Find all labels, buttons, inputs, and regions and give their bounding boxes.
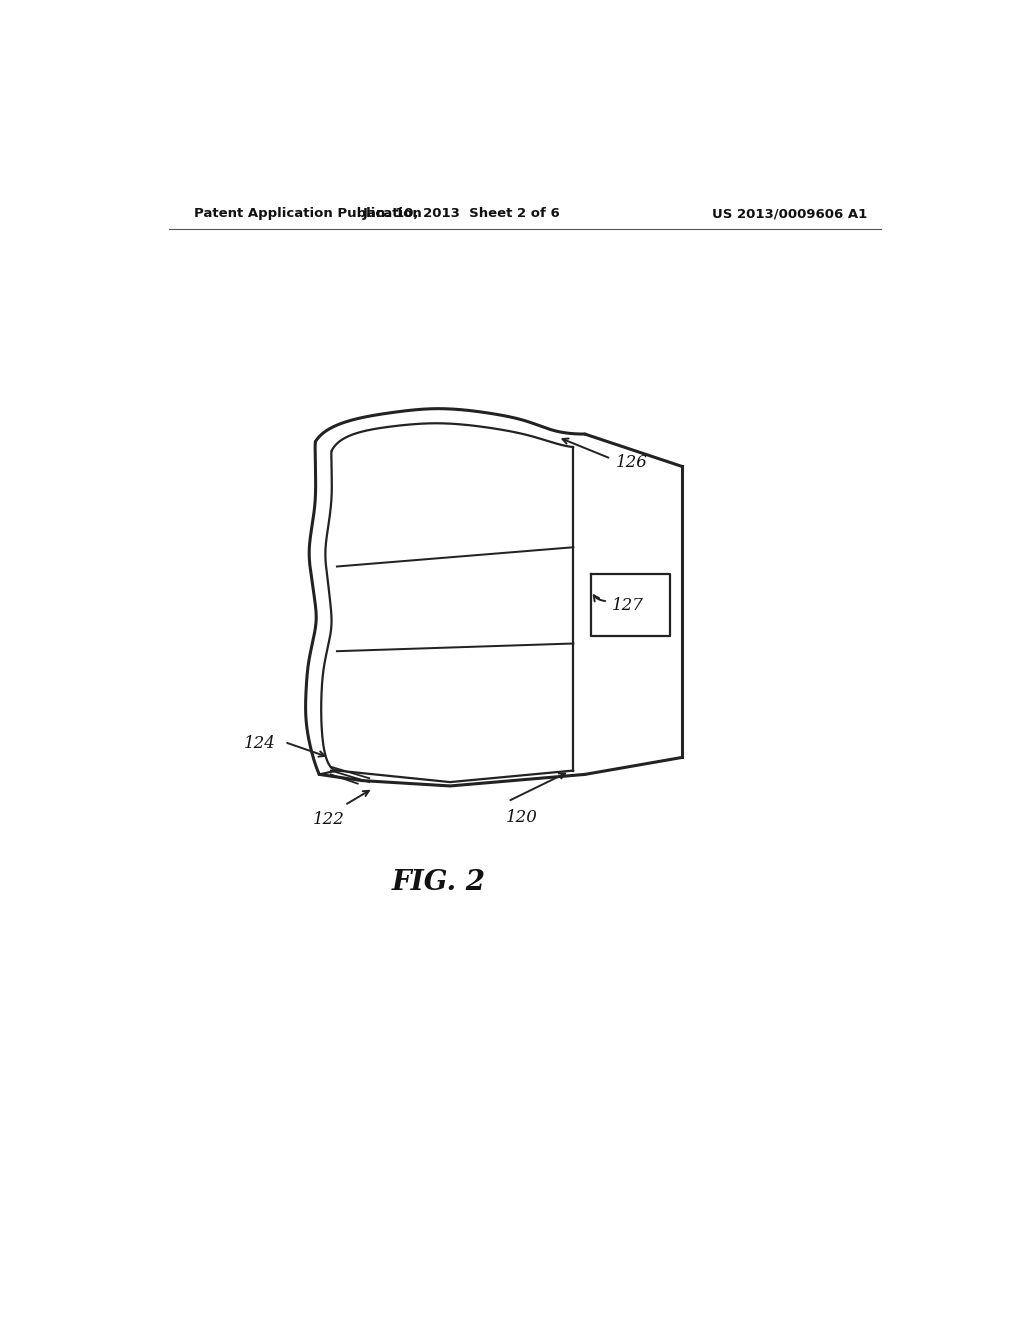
Text: 124: 124	[244, 735, 275, 752]
Text: 127: 127	[611, 597, 644, 614]
Text: FIG. 2: FIG. 2	[391, 869, 485, 896]
Text: US 2013/0009606 A1: US 2013/0009606 A1	[712, 207, 867, 220]
Text: 122: 122	[313, 812, 345, 829]
Text: 120: 120	[506, 809, 538, 826]
Text: Patent Application Publication: Patent Application Publication	[194, 207, 422, 220]
Text: Jan. 10, 2013  Sheet 2 of 6: Jan. 10, 2013 Sheet 2 of 6	[362, 207, 560, 220]
Text: 126: 126	[615, 454, 647, 471]
